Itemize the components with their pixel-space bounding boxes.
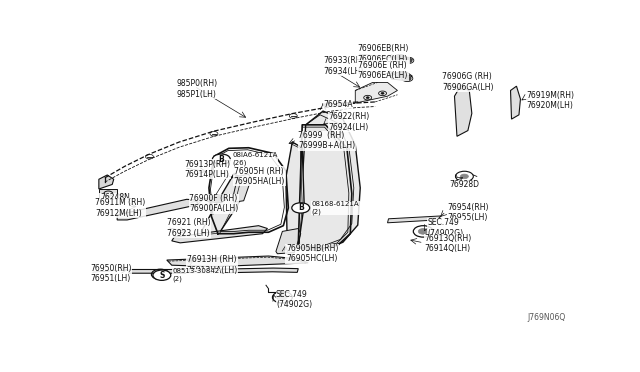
Polygon shape — [388, 216, 441, 223]
Polygon shape — [129, 268, 298, 273]
Text: 08513-30842
(2): 08513-30842 (2) — [173, 269, 220, 282]
Circle shape — [153, 270, 171, 280]
Text: 76950(RH)
76951(LH): 76950(RH) 76951(LH) — [90, 264, 131, 283]
Text: 76954A: 76954A — [323, 100, 353, 109]
Text: 76921 (RH)
76923 (LH): 76921 (RH) 76923 (LH) — [167, 218, 211, 238]
Polygon shape — [276, 228, 301, 254]
Circle shape — [277, 294, 287, 300]
Circle shape — [381, 93, 384, 94]
Polygon shape — [298, 111, 360, 251]
Polygon shape — [99, 189, 117, 198]
Text: 76928D: 76928D — [449, 180, 479, 189]
Polygon shape — [204, 196, 227, 203]
Text: 76905HB(RH)
76905HC(LH): 76905HB(RH) 76905HC(LH) — [286, 244, 338, 263]
Polygon shape — [202, 174, 246, 237]
Circle shape — [292, 203, 310, 213]
Polygon shape — [511, 86, 520, 119]
Text: 76919M(RH)
76920M(LH): 76919M(RH) 76920M(LH) — [527, 91, 575, 110]
Polygon shape — [167, 256, 308, 267]
Text: 08168-6121A
(2): 08168-6121A (2) — [312, 201, 359, 215]
Circle shape — [213, 196, 222, 201]
Polygon shape — [117, 199, 199, 220]
Polygon shape — [172, 226, 268, 243]
Text: 76906EB(RH)
76906EC(LH): 76906EB(RH) 76906EC(LH) — [358, 44, 409, 64]
Circle shape — [460, 174, 468, 179]
Text: B: B — [218, 155, 224, 164]
Circle shape — [405, 58, 412, 62]
Text: 76911M (RH)
76912M(LH): 76911M (RH) 76912M(LH) — [95, 198, 145, 218]
Text: 76913H (RH)
76913HA(LH): 76913H (RH) 76913HA(LH) — [187, 256, 238, 275]
Text: 76913Q(RH)
76914Q(LH): 76913Q(RH) 76914Q(LH) — [425, 234, 472, 253]
Text: 76999  (RH)
76999B+A(LH): 76999 (RH) 76999B+A(LH) — [298, 131, 355, 150]
Text: 76922(RH)
76924(LH): 76922(RH) 76924(LH) — [328, 112, 369, 132]
Text: 76906G (RH)
76906GA(LH): 76906G (RH) 76906GA(LH) — [442, 72, 493, 92]
Polygon shape — [390, 55, 412, 63]
Text: 76913P(RH)
76914P(LH): 76913P(RH) 76914P(LH) — [184, 160, 230, 179]
Circle shape — [404, 76, 411, 80]
Text: 08IA6-6121A
(26): 08IA6-6121A (26) — [232, 153, 278, 166]
Circle shape — [398, 73, 405, 77]
Text: 76954(RH)
76955(LH): 76954(RH) 76955(LH) — [447, 202, 488, 222]
Text: B: B — [298, 203, 303, 212]
Text: 985P0(RH)
985P1(LH): 985P0(RH) 985P1(LH) — [177, 79, 218, 99]
Circle shape — [212, 154, 230, 164]
Text: SEC.749
(74902G): SEC.749 (74902G) — [276, 290, 312, 309]
Text: SEC.749
(74902G): SEC.749 (74902G) — [428, 218, 463, 238]
Circle shape — [366, 97, 369, 99]
Polygon shape — [355, 83, 397, 103]
Polygon shape — [99, 175, 114, 189]
Circle shape — [396, 55, 403, 60]
Text: 76905H (RH)
76905HA(LH): 76905H (RH) 76905HA(LH) — [234, 167, 285, 186]
Text: 76933(RH)
76934(LH): 76933(RH) 76934(LH) — [323, 57, 365, 76]
Text: S: S — [159, 271, 164, 280]
Polygon shape — [454, 85, 472, 136]
Polygon shape — [390, 72, 412, 80]
Text: 76900F (RH)
76900FA(LH): 76900F (RH) 76900FA(LH) — [189, 194, 238, 213]
Polygon shape — [233, 174, 251, 202]
Text: 76248N: 76248N — [100, 193, 130, 202]
Text: J769N06Q: J769N06Q — [528, 314, 566, 323]
Text: 76906E (RH)
76906EA(LH): 76906E (RH) 76906EA(LH) — [358, 61, 408, 80]
Circle shape — [419, 228, 428, 234]
Polygon shape — [286, 142, 304, 248]
